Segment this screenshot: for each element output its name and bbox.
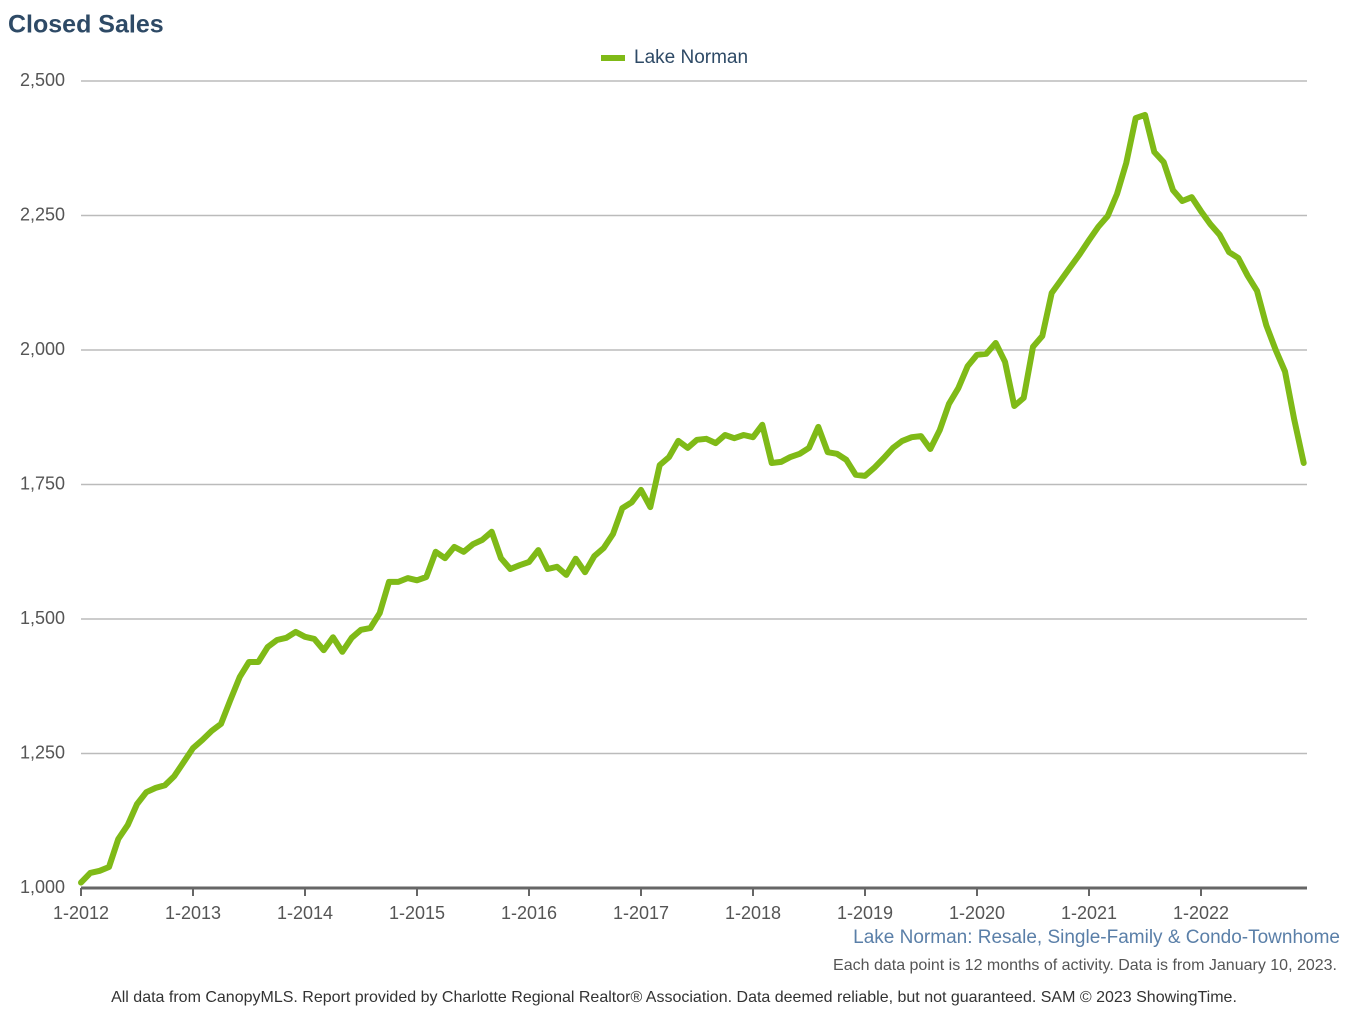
x-tick-label: 1-2022: [1173, 903, 1229, 923]
x-tick-label: 1-2020: [949, 903, 1005, 923]
note: Each data point is 12 months of activity…: [833, 957, 1337, 974]
y-tick-label: 2,500: [20, 70, 65, 90]
x-tick-label: 1-2012: [53, 903, 109, 923]
x-tick-label: 1-2014: [277, 903, 333, 923]
series-line: [78, 111, 1307, 886]
y-tick-label: 2,000: [20, 339, 65, 359]
y-tick-label: 1,000: [20, 877, 65, 897]
chart-title: Closed Sales: [8, 11, 164, 39]
x-tick-label: 1-2015: [389, 903, 445, 923]
x-tick-label: 1-2021: [1061, 903, 1117, 923]
x-tick-label: 1-2019: [837, 903, 893, 923]
subtitle: Lake Norman: Resale, Single-Family & Con…: [853, 927, 1340, 948]
legend-label: Lake Norman: [634, 47, 748, 68]
x-tick-label: 1-2013: [165, 903, 221, 923]
y-tick-label: 2,250: [20, 204, 65, 224]
x-tick-label: 1-2018: [725, 903, 781, 923]
x-tick-label: 1-2016: [501, 903, 557, 923]
footer: All data from CanopyMLS. Report provided…: [111, 989, 1237, 1006]
y-tick-label: 1,750: [20, 473, 65, 493]
y-tick-label: 1,500: [20, 608, 65, 628]
x-tick-label: 1-2017: [613, 903, 669, 923]
y-tick-label: 1,250: [20, 742, 65, 762]
